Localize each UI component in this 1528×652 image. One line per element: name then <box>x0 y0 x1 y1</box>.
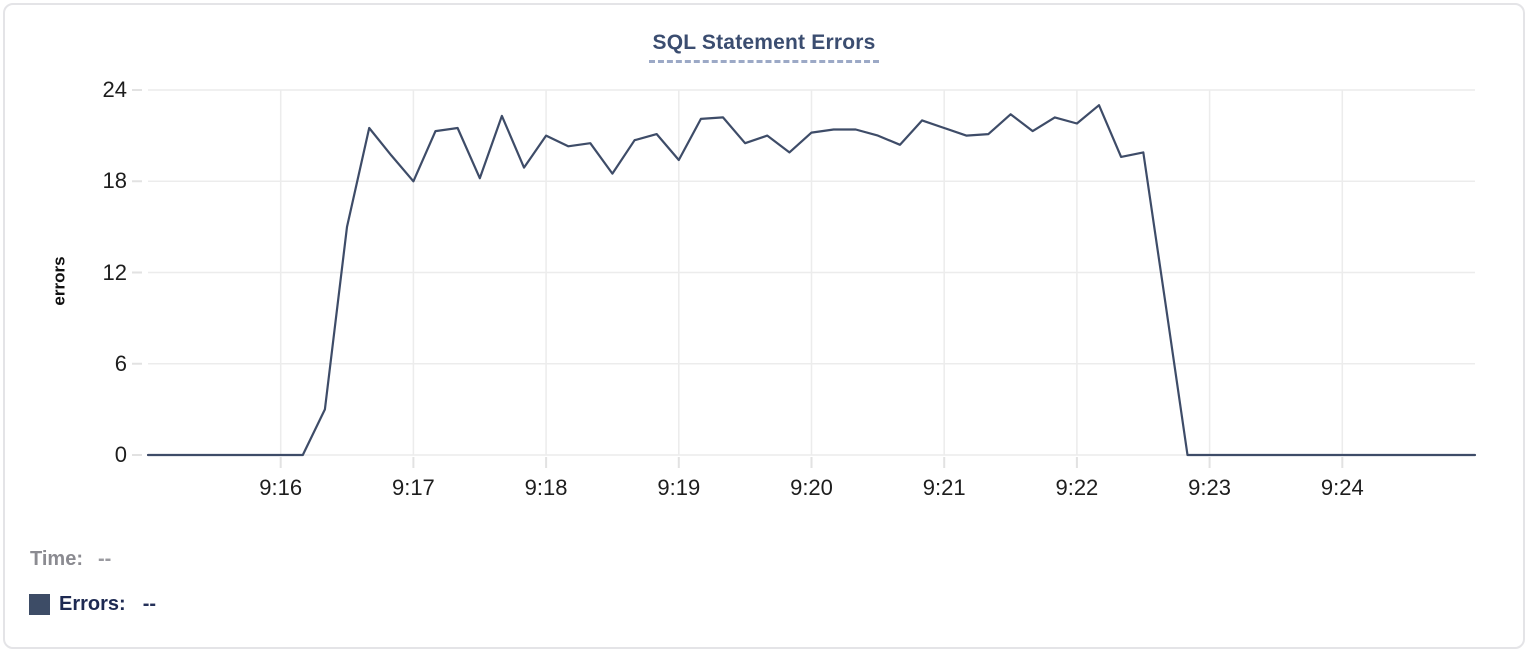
chart-title-link[interactable]: SQL Statement Errors <box>649 31 879 63</box>
x-tick-label: 9:24 <box>1320 475 1364 500</box>
legend-errors-row[interactable]: Errors: -- <box>29 593 156 616</box>
y-tick-label: 12 <box>102 259 127 285</box>
y-axis-label: errors <box>49 256 69 306</box>
tooltip-time-label: Time: <box>30 548 83 570</box>
x-tick-label: 9:19 <box>657 475 701 500</box>
plot-area[interactable] <box>132 89 1477 468</box>
errors-series-swatch <box>29 594 50 615</box>
tooltip-time-row: Time: -- <box>30 548 111 571</box>
y-tick-label: 24 <box>102 77 127 102</box>
errors-series-line <box>146 104 1477 457</box>
chart-card: SQL Statement Errors errors 0 6 12 18 24 9:1… <box>3 3 1525 649</box>
y-tick-label: 6 <box>114 350 127 376</box>
x-tick-label: 9:22 <box>1055 475 1099 500</box>
tooltip-time-value: -- <box>97 548 112 570</box>
y-tick-label: 18 <box>102 168 127 194</box>
legend-errors-label: Errors: <box>59 593 126 615</box>
x-axis-tick-labels: 9:16 9:17 9:18 9:19 9:20 9:21 9:22 9:23 9:24 <box>148 475 1475 503</box>
chart-header: SQL Statement Errors <box>5 31 1523 63</box>
x-tick-label: 9:20 <box>790 475 833 500</box>
y-axis-tick-labels: 0 6 12 18 24 <box>83 79 127 466</box>
x-tick-label: 9:16 <box>259 475 303 500</box>
x-tick-label: 9:17 <box>391 475 435 500</box>
x-tick-label: 9:18 <box>524 475 568 500</box>
legend-errors-value: -- <box>142 593 157 615</box>
y-tick-label: 0 <box>114 442 127 467</box>
x-tick-label: 9:23 <box>1188 475 1231 500</box>
x-tick-label: 9:21 <box>922 475 966 500</box>
